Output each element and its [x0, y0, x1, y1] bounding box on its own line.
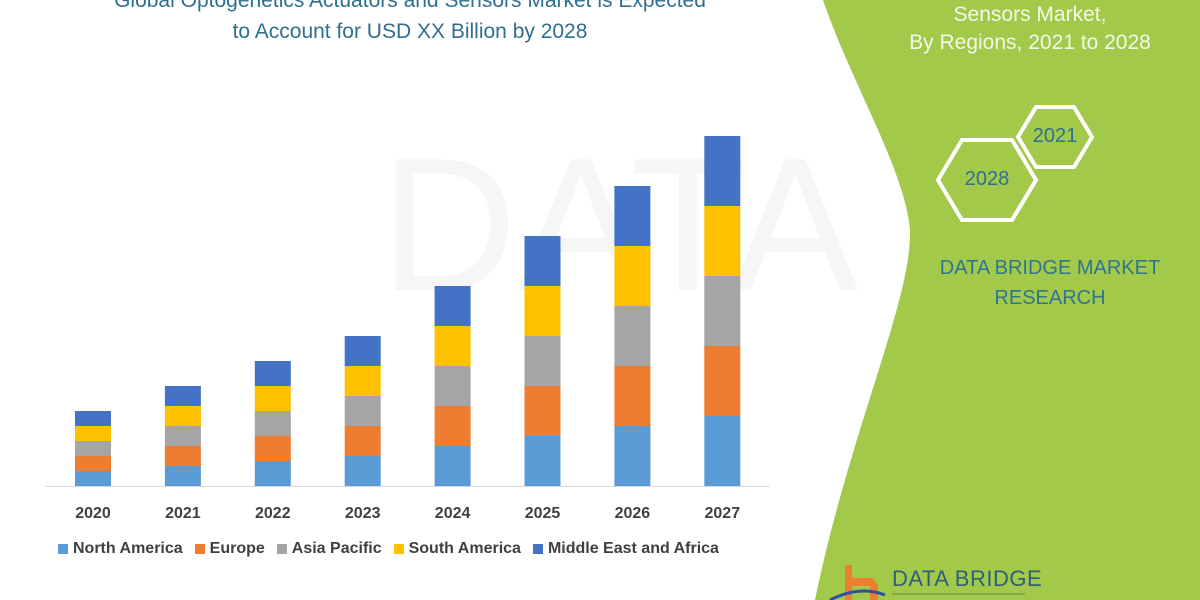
x-tick-label: 2022: [255, 505, 291, 522]
logo-icon: [829, 565, 886, 600]
legend-label: Asia Pacific: [291, 540, 382, 557]
bar-segment-2024-1: [434, 406, 471, 446]
legend-label: Europe: [209, 540, 265, 557]
bar-segment-2020-3: [75, 426, 111, 441]
bar-segment-2025-0: [524, 436, 561, 486]
bar-segment-2021-1: [164, 446, 201, 466]
bar-segment-2026-4: [614, 186, 651, 246]
bar-segment-2022-4: [254, 361, 291, 386]
bar-segment-2024-0: [434, 446, 471, 486]
chart-title-line2: to Account for USD XX Billion by 2028: [232, 20, 588, 43]
bar-segment-2020-0: [75, 471, 111, 486]
legend-swatch: [194, 544, 205, 554]
bar-segment-2027-2: [704, 276, 741, 346]
x-tick-label: 2024: [435, 505, 471, 522]
bar-segment-2021-2: [164, 426, 201, 446]
bar-segment-2022-2: [254, 411, 291, 436]
bar-segment-2027-3: [704, 206, 741, 276]
bar-segment-2021-3: [164, 406, 201, 426]
bar-segment-2020-2: [75, 441, 111, 456]
bar-segment-2024-4: [434, 286, 471, 326]
bar-segment-2023-4: [344, 336, 381, 366]
bar-segment-2027-4: [704, 136, 741, 206]
bar-segment-2027-1: [704, 346, 741, 416]
legend-swatch: [393, 544, 404, 554]
x-tick-label: 2023: [345, 505, 381, 522]
bar-segment-2024-2: [434, 366, 471, 406]
bar-segment-2021-4: [164, 386, 201, 406]
bar-segment-2020-1: [75, 456, 111, 471]
panel-title-line2: By Regions, 2021 to 2028: [909, 31, 1151, 54]
legend-label: Middle East and Africa: [547, 540, 719, 557]
bar-segment-2025-2: [524, 336, 561, 386]
bar-segment-2021-0: [164, 466, 201, 486]
hexagon-2028: [935, 138, 1039, 222]
legend-item: South America: [393, 540, 521, 558]
bar-segment-2023-2: [344, 396, 381, 426]
legend-item: Middle East and Africa: [532, 540, 719, 558]
bar-segment-2025-3: [524, 286, 561, 336]
bar-segment-2022-0: [254, 461, 291, 486]
legend-swatch: [58, 544, 68, 554]
x-tick-label: 2027: [705, 505, 741, 522]
x-tick-label: 2025: [525, 505, 561, 522]
legend-item: Europe: [194, 540, 265, 558]
hexagon-2021: [1015, 105, 1095, 169]
legend-swatch: [276, 544, 287, 554]
bar-segment-2025-4: [524, 236, 561, 286]
logo-text: DATA BRIDGE: [892, 566, 1043, 591]
bar-segment-2023-0: [344, 456, 381, 486]
bar-segment-2026-2: [614, 306, 651, 366]
brand-line2: RESEARCH: [994, 287, 1106, 309]
brand-line1: DATA BRIDGE MARKET: [939, 257, 1161, 279]
bar-segment-2023-1: [344, 426, 381, 456]
bar-segment-2024-3: [434, 326, 471, 366]
x-tick-label: 2020: [75, 505, 111, 522]
chart-title-line1: Global Optogenetics Actuators and Sensor…: [114, 0, 706, 12]
chart-legend: North America Europe Asia Pacific South Ame…: [58, 540, 719, 558]
green-panel: [815, 0, 1200, 600]
legend-label: North America: [73, 540, 183, 557]
x-tick-label: 2021: [165, 505, 201, 522]
bar-segment-2022-1: [254, 436, 291, 461]
x-tick-label: 2026: [615, 505, 651, 522]
bar-segment-2025-1: [524, 386, 561, 436]
hex-label-start: 2021: [1032, 125, 1078, 147]
bar-segment-2026-1: [614, 366, 651, 426]
bar-segment-2022-3: [254, 386, 291, 411]
bar-segment-2020-4: [75, 411, 111, 426]
stacked-bar-chart: 2020 2021 2022 2023 2024 2025 2026 2027: [45, 136, 770, 522]
legend-item: North America: [58, 540, 183, 558]
bar-segment-2026-3: [614, 246, 651, 306]
hex-label-end: 2028: [964, 168, 1010, 190]
bar-segment-2023-3: [344, 366, 381, 396]
legend-swatch: [532, 544, 543, 554]
bar-segment-2027-0: [704, 416, 741, 486]
legend-label: South America: [408, 540, 521, 557]
bar-segment-2026-0: [614, 426, 651, 486]
legend-item: Asia Pacific: [276, 540, 382, 558]
panel-title-line1: Sensors Market,: [953, 3, 1107, 26]
